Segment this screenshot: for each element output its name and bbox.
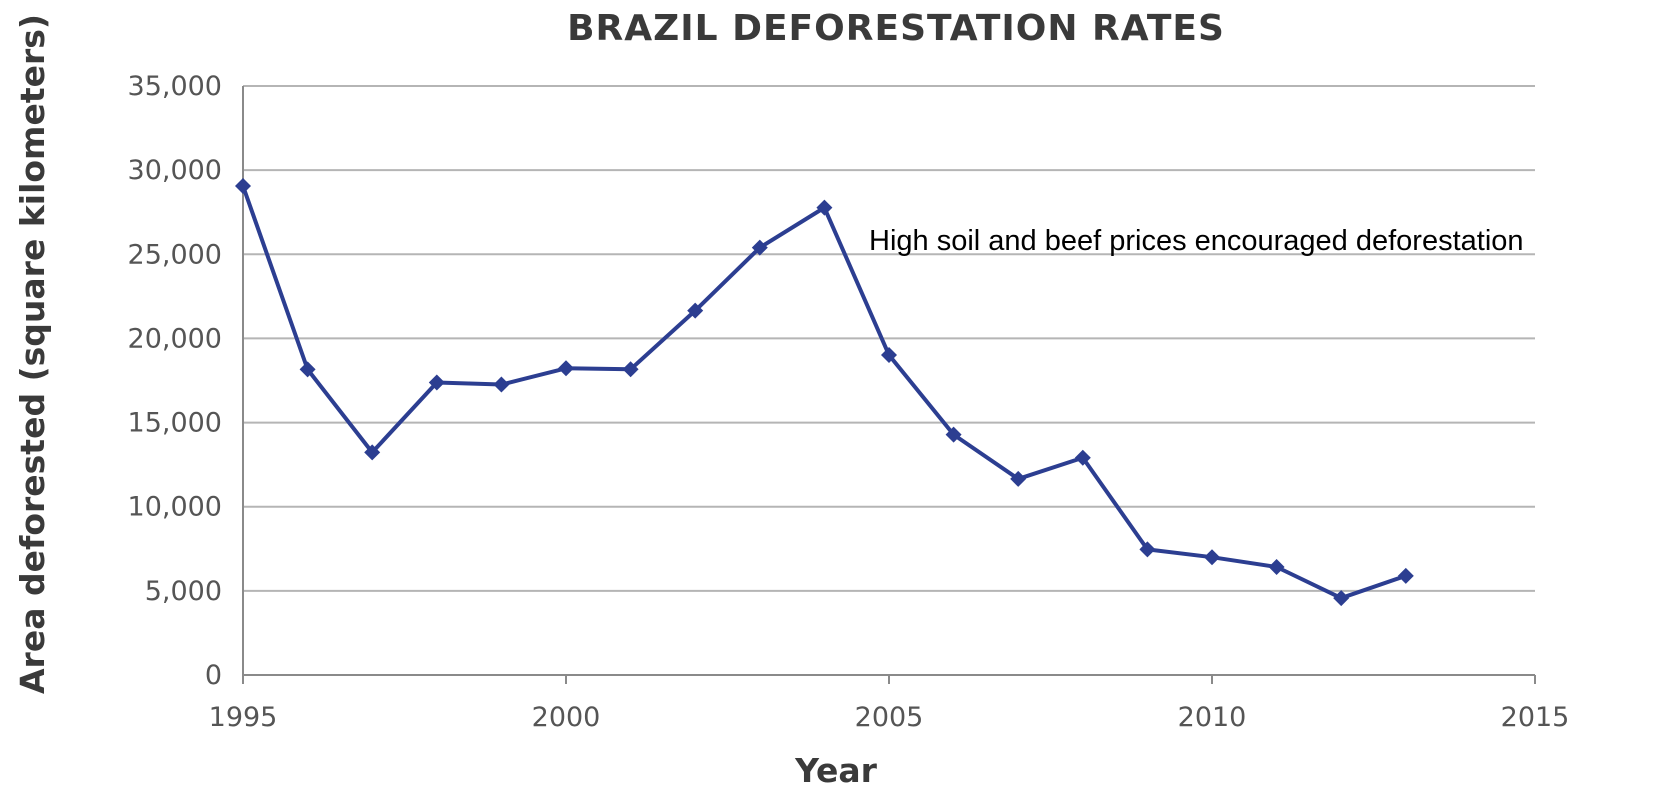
x-tick-label: 2005 — [855, 702, 924, 733]
data-point — [558, 360, 574, 377]
y-tick-label: 20,000 — [128, 323, 222, 354]
data-point — [816, 199, 833, 216]
data-point — [1333, 590, 1350, 607]
data-point — [622, 361, 639, 378]
y-tick-label: 25,000 — [128, 239, 222, 270]
y-tick-label: 0 — [205, 660, 222, 691]
x-tick-labels: 1995 2000 2005 2010 2015 — [209, 702, 1570, 733]
x-tick-label: 2010 — [1178, 702, 1247, 733]
data-point — [1397, 567, 1414, 584]
data-point — [751, 239, 768, 256]
data-point — [881, 347, 897, 364]
x-tick-label: 2015 — [1501, 702, 1570, 733]
annotation-text: High soil and beef prices encouraged def… — [869, 225, 1524, 257]
data-point — [1074, 449, 1091, 466]
data-point — [1268, 558, 1285, 575]
data-point — [493, 376, 510, 393]
y-gridlines — [243, 85, 1535, 592]
chart-title: BRAZIL DEFORESTATION RATES — [567, 8, 1225, 49]
data-point — [1204, 549, 1220, 566]
data-point — [235, 177, 251, 194]
y-tick-label: 10,000 — [128, 492, 222, 523]
y-tick-labels: 0 5,000 10,000 15,000 20,000 25,000 30,000 35,0… — [128, 71, 222, 691]
y-axis-label: Area deforested (square kilometers) — [13, 14, 52, 694]
x-tick-label: 1995 — [209, 702, 278, 733]
y-tick-label: 5,000 — [145, 576, 222, 607]
deforestation-series — [235, 177, 1414, 607]
data-point — [299, 361, 316, 378]
data-point — [1010, 470, 1027, 487]
x-tick-label: 2000 — [532, 702, 601, 733]
data-point — [364, 444, 381, 461]
y-tick-label: 15,000 — [128, 408, 222, 439]
y-tick-label: 35,000 — [128, 71, 222, 102]
y-tick-label: 30,000 — [128, 155, 222, 186]
data-point — [687, 302, 704, 319]
x-axis-label: Year — [794, 751, 878, 789]
data-point — [945, 426, 962, 443]
data-point — [428, 374, 445, 391]
data-point — [1139, 541, 1156, 558]
